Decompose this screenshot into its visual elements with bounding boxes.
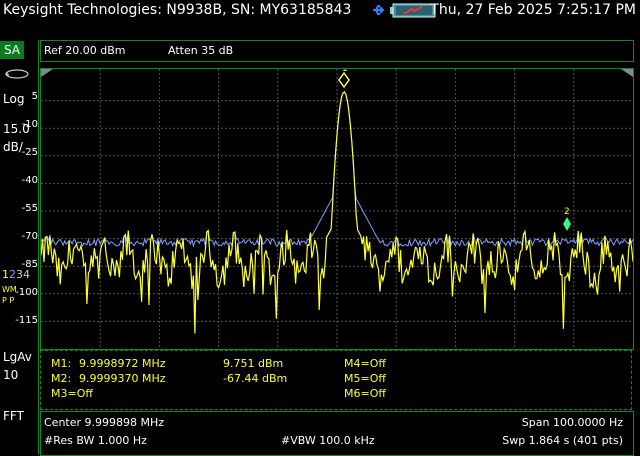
mode-tab[interactable]: SA bbox=[0, 41, 24, 59]
trace-1-line bbox=[40, 91, 634, 334]
marker-table: M1: 9.9998972 MHz 9.751 dBm M4=Off M2: 9… bbox=[40, 350, 632, 410]
battery-icon bbox=[390, 3, 436, 18]
y-tick-25: -25 bbox=[21, 147, 38, 158]
y-tick-10: -10 bbox=[21, 119, 38, 130]
marker-1-diamond bbox=[338, 71, 350, 89]
average-value: 10 bbox=[3, 368, 19, 382]
trace-4-number[interactable]: 4 bbox=[23, 268, 30, 281]
marker-1-label: 1 bbox=[342, 69, 348, 74]
marker-1-label: M1: bbox=[51, 357, 72, 370]
video-bandwidth[interactable]: #VBW 100.0 kHz bbox=[281, 434, 375, 447]
marker-3-status: M3=Off bbox=[51, 387, 93, 400]
y-tick-85: -85 bbox=[21, 259, 38, 270]
y-tick-115: -115 bbox=[15, 315, 38, 326]
resolution-bandwidth[interactable]: #Res BW 1.000 Hz bbox=[44, 434, 147, 447]
sweep-info-bar: Center 9.999898 MHz Span 100.0000 Hz #Re… bbox=[40, 411, 634, 456]
trace-3-number[interactable]: 3 bbox=[16, 268, 23, 281]
sweep-type: FFT bbox=[3, 409, 24, 423]
y-tick-70: -70 bbox=[21, 231, 38, 242]
scale-type: Log bbox=[3, 92, 25, 106]
marker-2: 2 bbox=[563, 207, 571, 231]
scale-value: 15.0 bbox=[3, 122, 30, 136]
marker-6-status: M6=Off bbox=[344, 387, 386, 400]
spectrum-plot[interactable]: 1 2 bbox=[40, 64, 634, 350]
center-frequency[interactable]: Center 9.999898 MHz bbox=[44, 416, 165, 429]
y-tick-5: 5 bbox=[31, 91, 38, 102]
marker-1: 1 bbox=[338, 64, 350, 89]
title-bar: Keysight Technologies: N9938B, SN: MY631… bbox=[0, 0, 640, 20]
left-corner-marker bbox=[41, 69, 53, 77]
right-corner-marker bbox=[621, 69, 633, 77]
marker-4-status: M4=Off bbox=[344, 357, 386, 370]
marker-1-amplitude: 9.751 dBm bbox=[223, 357, 284, 370]
datetime: Thu, 27 Feb 2025 7:25:17 PM bbox=[430, 2, 636, 18]
marker-5-status: M5=Off bbox=[344, 372, 386, 385]
y-tick-100: -100 bbox=[15, 287, 38, 298]
marker-2-label: 2 bbox=[564, 207, 570, 217]
plot-grid bbox=[41, 69, 633, 349]
reference-level[interactable]: Ref 20.00 dBm bbox=[44, 44, 126, 57]
rotate-icon bbox=[4, 69, 29, 79]
attenuation[interactable]: Atten 35 dB bbox=[168, 44, 234, 57]
header-bar: Ref 20.00 dBm Atten 35 dB bbox=[40, 40, 634, 62]
trace-mode-1: WM bbox=[2, 285, 17, 294]
sweep-time[interactable]: Swp 1.864 s (401 pts) bbox=[502, 434, 623, 447]
average-label: LgAv bbox=[3, 350, 32, 364]
trace-1-number[interactable]: 1 bbox=[2, 268, 9, 281]
trace-2-number[interactable]: 2 bbox=[9, 268, 16, 281]
trace-numbers: 1234 bbox=[2, 268, 30, 281]
y-tick-40: -40 bbox=[21, 175, 38, 186]
marker-2-frequency: 9.9999370 MHz bbox=[79, 372, 166, 385]
trace-mode-2: P P bbox=[2, 296, 15, 305]
marker-2-label: M2: bbox=[51, 372, 72, 385]
span[interactable]: Span 100.0000 Hz bbox=[521, 416, 623, 429]
marker-2-diamond bbox=[563, 217, 571, 231]
marker-1-frequency: 9.9998972 MHz bbox=[79, 357, 166, 370]
scale-unit: dB/ bbox=[3, 140, 23, 154]
usb-icon bbox=[373, 5, 385, 15]
y-tick-55: -55 bbox=[21, 203, 38, 214]
marker-2-amplitude: -67.44 dBm bbox=[223, 372, 288, 385]
instrument-title: Keysight Technologies: N9938B, SN: MY631… bbox=[3, 2, 352, 18]
side-panel bbox=[0, 40, 39, 454]
spectrum-graph[interactable]: 1 2 bbox=[40, 64, 634, 349]
